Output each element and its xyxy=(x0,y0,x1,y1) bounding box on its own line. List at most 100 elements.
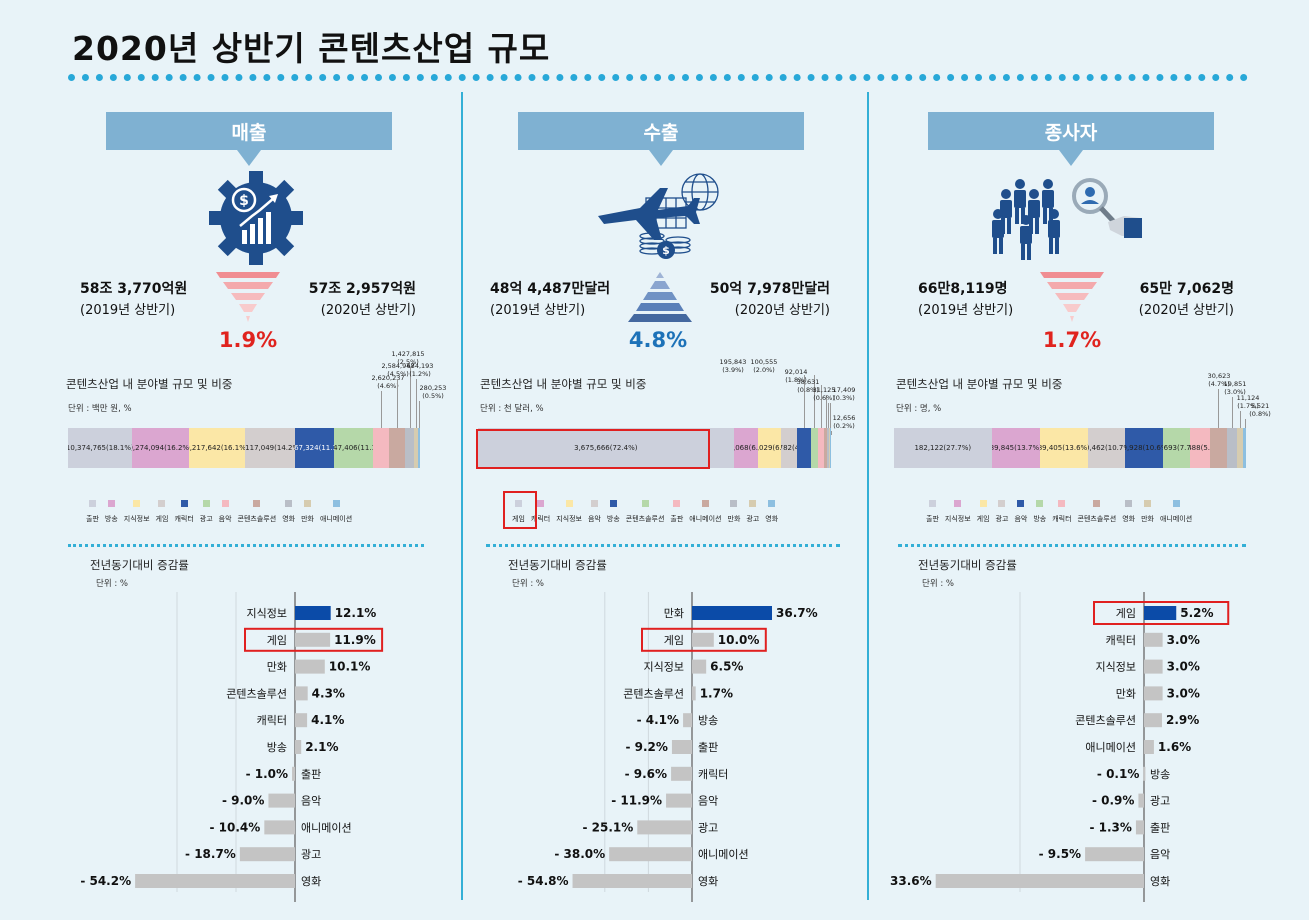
bar xyxy=(671,766,692,781)
growth-bar-chart: 게임 5.2% 캐릭터 3.0% 지식정보 3.0% 만화 3.0% 콘텐츠솔루션 2.9% 애니메… xyxy=(890,592,1230,902)
legend-label: 만화 xyxy=(1141,515,1154,523)
legend-swatch xyxy=(590,500,598,507)
stack-segment-3: 8,117,049(14.2%) xyxy=(245,428,296,468)
legend-label: 콘텐츠솔루션 xyxy=(625,515,665,523)
legend-item: 게임 xyxy=(155,500,169,530)
legend-item: 만화 xyxy=(1141,500,1154,530)
stack-callout-value: 38,631 xyxy=(796,378,820,386)
growth-unit: 단위 : % xyxy=(96,579,128,589)
legend-item: 만화 xyxy=(301,500,314,530)
category-label: 콘텐츠솔루션 xyxy=(623,687,684,700)
stack-callout-value: 92,014 xyxy=(784,368,808,376)
value-label: 2.1% xyxy=(305,740,338,754)
legend-swatch xyxy=(998,500,1006,507)
value-label: 6.5% xyxy=(710,660,743,674)
legend-item: 광고 xyxy=(200,500,213,530)
stack-callout-pct: (2.5%) xyxy=(397,358,419,366)
stack-segment-pct: (6.9%) xyxy=(748,443,758,452)
stack-callout: 30,623 (4.7%) xyxy=(1197,372,1241,388)
callout-leader-line xyxy=(828,403,830,428)
category-label: 광고 xyxy=(301,848,321,861)
legend-label: 애니메이션 xyxy=(319,515,353,523)
stack-segment-9 xyxy=(829,428,831,468)
value-label: 4.3% xyxy=(312,686,345,700)
bar xyxy=(572,874,692,888)
legend-label: 게임 xyxy=(155,515,169,523)
stack-segment-1: 350,068(6.9%) xyxy=(733,428,758,468)
stack-segment-pct: (27.7%) xyxy=(943,443,972,452)
stack-segment-pct: (10.7%) xyxy=(1105,443,1125,452)
bar xyxy=(935,874,1144,888)
legend-swatch xyxy=(514,500,522,507)
stack-callout: 684,193 (1.2%) xyxy=(398,362,442,378)
stack-callout-pct: (4.5%) xyxy=(387,370,409,378)
bar xyxy=(239,847,295,862)
change-percent-value: 1.7% xyxy=(1042,328,1102,352)
value-label: 36.7% xyxy=(776,606,818,620)
stack-segment-9 xyxy=(1237,428,1244,468)
stack-callout: 5,521 (0.8%) xyxy=(1238,402,1282,418)
stack-callout-pct: (2.0%) xyxy=(753,366,775,374)
stack-callout-value: 17,409 xyxy=(832,386,856,394)
stack-segment-pct: (13.7%) xyxy=(1014,443,1040,452)
callout-leader-line xyxy=(1240,411,1242,428)
stack-title: 콘텐츠산업 내 분야별 규모 및 비중 xyxy=(480,377,647,391)
stack-segment-label: 8,117,049 xyxy=(245,443,275,452)
bar xyxy=(692,632,714,647)
stack-callout-pct: (1.2%) xyxy=(409,370,431,378)
legend-label: 캐릭터 xyxy=(174,515,194,523)
category-label: 지식정보 xyxy=(247,607,287,620)
legend-label: 출판 xyxy=(926,515,939,523)
stack-segment-label: 336,029 xyxy=(757,443,773,452)
category-label: 콘텐츠솔루션 xyxy=(1075,714,1136,727)
bar xyxy=(1144,632,1163,647)
bar xyxy=(1138,793,1144,808)
panel-banner: 종사자 xyxy=(928,112,1214,150)
bar xyxy=(268,793,295,808)
stack-title: 콘텐츠산업 내 분야별 규모 및 비중 xyxy=(66,377,233,391)
legend-swatch xyxy=(285,500,293,507)
stack-legend: 출판 지식정보 게임 광고 음악 방송 캐릭터 콘텐츠솔루션 영화 만화 애니메이션 xyxy=(926,500,1198,530)
prev-caption: (2019년 상반기) xyxy=(80,303,176,318)
legend-swatch xyxy=(1144,500,1152,507)
stack-segment-1: 89,845 (13.7%) xyxy=(991,428,1040,468)
value-label: 10.1% xyxy=(329,660,371,674)
legend-label: 지식정보 xyxy=(556,515,582,523)
value-label: - 1.3% xyxy=(1089,820,1131,834)
legend-label: 영화 xyxy=(765,515,779,523)
stack-segment-pct: (14.2%) xyxy=(274,443,295,452)
change-percent-value: 1.9% xyxy=(218,328,278,352)
prev-value: 48억 4,487만달러 xyxy=(490,281,611,297)
stack-segment-pct: (10.6%) xyxy=(1142,443,1163,452)
stack-callout: 38,631 (0.8%) xyxy=(786,378,830,394)
legend-swatch xyxy=(641,500,649,507)
value-label: - 4.1% xyxy=(637,713,679,727)
category-label: 캐릭터 xyxy=(1106,634,1136,647)
stack-callout: 92,014 (1.8%) xyxy=(774,368,818,384)
legend-label: 애니메이션 xyxy=(689,515,722,523)
category-label: 방송 xyxy=(1150,768,1170,781)
stack-segment-0: 182,122 (27.7%) xyxy=(894,428,992,468)
highlight-frame xyxy=(244,627,384,652)
legend-swatch xyxy=(332,500,340,507)
decrease-triangle-icon xyxy=(216,272,280,322)
stack-segment-1: 9,274,094(16.2%) xyxy=(131,428,189,468)
legend-swatch xyxy=(1058,500,1066,507)
legend-item: 콘텐츠솔루션 xyxy=(1078,500,1116,530)
stack-segment-5: 6,347,406(11.1%) xyxy=(334,428,374,468)
legend-item: 캐릭터 xyxy=(174,500,194,530)
stack-segment-label: 350,068 xyxy=(733,443,749,452)
category-label: 방송 xyxy=(698,714,718,727)
callout-leader-line xyxy=(397,379,399,428)
value-label: - 54.2% xyxy=(80,874,131,888)
growth-title: 전년동기대비 증감률 xyxy=(918,558,1017,572)
value-label: - 9.2% xyxy=(625,740,667,754)
legend-swatch xyxy=(158,500,166,507)
panel-exports: 수출 $ 48억 4,487만달러 (2019년 상반기) 50억 7,978만… xyxy=(476,92,878,907)
category-label: 게임 xyxy=(664,634,684,647)
legend-swatch xyxy=(107,500,115,507)
stack-callout-value: 1,427,815 xyxy=(391,350,425,358)
category-label: 지식정보 xyxy=(1096,661,1136,674)
callout-leader-line xyxy=(829,403,831,428)
category-label: 만화 xyxy=(664,607,684,620)
